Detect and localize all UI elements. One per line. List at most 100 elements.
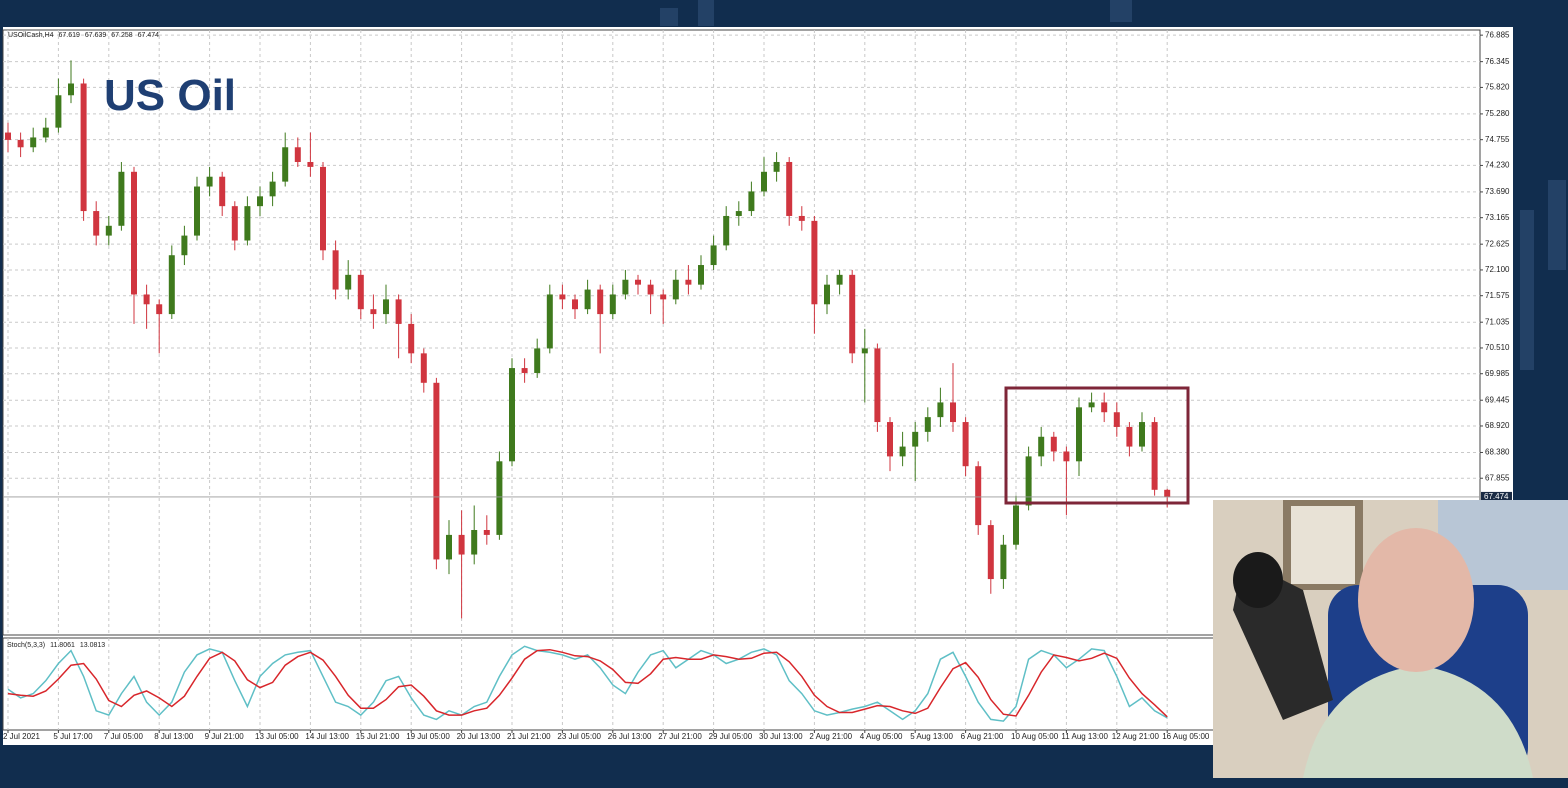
candle-body	[93, 211, 100, 236]
y-tick-label: 68.920	[1485, 421, 1510, 430]
candle-body	[1063, 451, 1070, 462]
candle-body	[773, 161, 780, 172]
stoch-k-last: 11.8061	[50, 642, 75, 649]
chart-title: US Oil	[104, 71, 236, 120]
candle-body	[131, 171, 137, 295]
candle-body	[231, 206, 238, 241]
candle-body	[572, 299, 578, 310]
candle-body	[672, 279, 679, 300]
x-tick-label: 2 Jul 2021	[3, 732, 40, 741]
x-tick-label: 10 Aug 05:00	[1011, 732, 1059, 741]
candle-body	[408, 323, 415, 354]
last-high: 67.639	[85, 32, 107, 39]
candle-body	[244, 206, 251, 241]
x-tick-label: 20 Jul 13:00	[457, 732, 501, 741]
candle-body	[937, 402, 944, 418]
stoch-title: Stoch(5,3,3)	[7, 642, 45, 649]
candle-body	[559, 294, 566, 300]
x-tick-label: 15 Jul 21:00	[356, 732, 400, 741]
x-tick-label: 14 Jul 13:00	[305, 732, 349, 741]
y-tick-label: 73.690	[1485, 187, 1510, 196]
candle-body	[332, 250, 339, 290]
face	[1358, 528, 1474, 672]
candle-body	[294, 147, 301, 162]
y-tick-label: 76.885	[1485, 30, 1510, 39]
webcam-video	[1213, 500, 1568, 778]
candle-body	[798, 215, 805, 221]
background-decoration	[660, 0, 1566, 370]
candle-body	[206, 176, 213, 187]
candle-body	[849, 274, 856, 354]
candle-body	[698, 265, 704, 285]
y-tick-label: 67.855	[1485, 473, 1510, 482]
candle-body	[68, 83, 74, 96]
candle-body	[824, 284, 830, 305]
y-tick-label: 74.755	[1485, 135, 1510, 144]
last-low: 67.258	[111, 32, 133, 39]
candle-body	[1088, 402, 1095, 408]
candle-body	[811, 220, 818, 305]
plot	[3, 60, 1480, 722]
x-tick-label: 7 Jul 05:00	[104, 732, 144, 741]
x-tick-label: 21 Jul 21:00	[507, 732, 551, 741]
x-tick-label: 16 Aug 05:00	[1162, 732, 1210, 741]
y-tick-label: 73.165	[1485, 213, 1510, 222]
candle-body	[420, 353, 427, 383]
candle-body	[1151, 422, 1158, 490]
candle-body	[1113, 412, 1120, 427]
candle-body	[17, 139, 24, 148]
candle-body	[458, 534, 465, 555]
candle-body	[395, 299, 402, 324]
candle-body	[584, 289, 591, 310]
candle-body	[194, 186, 200, 236]
deco-bar	[1548, 180, 1566, 270]
grid	[3, 30, 1480, 730]
candle-body	[887, 422, 893, 457]
candle-body	[1139, 422, 1145, 447]
candle-body	[874, 348, 881, 423]
x-tick-label: 11 Aug 13:00	[1061, 732, 1108, 741]
price-tag	[1481, 491, 1512, 502]
candle-body	[143, 294, 150, 305]
deco-bar	[1110, 0, 1132, 22]
candle-body	[433, 382, 440, 560]
deco-bar	[660, 8, 678, 26]
y-tick-label: 71.575	[1485, 291, 1510, 300]
candle-body	[383, 299, 389, 315]
last-open: 67.619	[58, 32, 80, 39]
candle-body	[42, 127, 49, 138]
candle-body	[546, 294, 553, 349]
candle-body	[521, 368, 528, 373]
candle-body	[80, 83, 87, 212]
candle-body	[975, 466, 982, 526]
x-tick-label: 5 Jul 17:00	[53, 732, 93, 741]
candle-body	[597, 289, 604, 315]
y-tick-label: 69.445	[1485, 395, 1510, 404]
candle-body	[219, 176, 226, 207]
shirt	[1303, 665, 1533, 778]
candle-body	[635, 279, 641, 285]
x-tick-label: 19 Jul 05:00	[406, 732, 450, 741]
candle-body	[786, 161, 793, 216]
y-tick-label: 75.820	[1485, 83, 1510, 92]
x-tick-label: 9 Jul 21:00	[205, 732, 245, 741]
symbol-info: USOilCash,H4 67.619 67.639 67.258 67.474	[8, 32, 159, 39]
y-tick-label: 75.280	[1485, 109, 1510, 118]
candle-body	[1038, 436, 1045, 457]
webcam-image	[1213, 500, 1568, 778]
price-tag-label: 67.474	[1484, 492, 1509, 501]
candle-body	[836, 274, 843, 285]
y-tick-label: 72.100	[1485, 265, 1510, 274]
candle-body	[357, 274, 364, 310]
candle-body	[1025, 456, 1032, 506]
candle-body	[156, 304, 163, 315]
stoch-line	[7, 645, 1168, 722]
candle-body	[118, 171, 125, 226]
y-tick-label: 71.035	[1485, 317, 1510, 326]
y-tick-label: 72.625	[1485, 239, 1510, 248]
candle-body	[899, 446, 906, 457]
candle-body	[446, 534, 452, 560]
candle-body	[509, 368, 515, 462]
candle-body	[269, 181, 276, 197]
